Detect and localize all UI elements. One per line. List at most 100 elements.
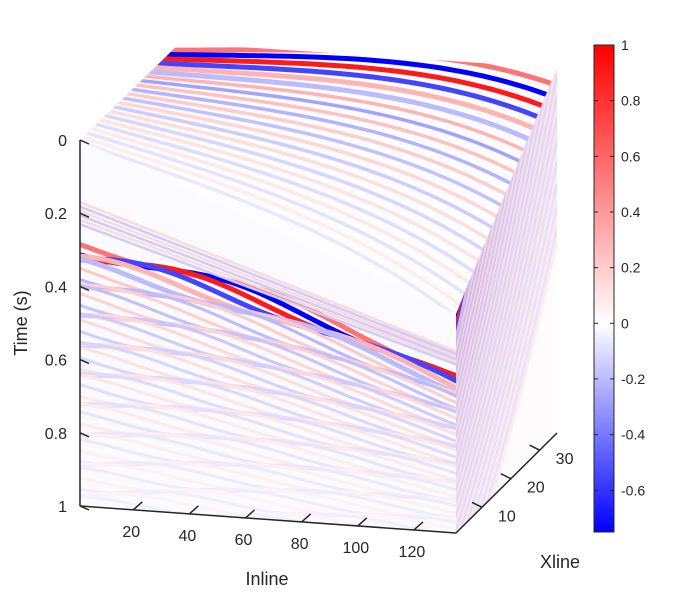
inline-tick-mark bbox=[357, 517, 368, 527]
side-wavefront bbox=[456, 68, 557, 500]
side-wavefront bbox=[456, 68, 557, 434]
inline-axis: 20 40 60 80 100 120 bbox=[79, 501, 457, 561]
top-wavefront bbox=[143, 74, 526, 152]
top-wavefront bbox=[112, 105, 494, 229]
xline-tick-mark bbox=[471, 501, 483, 508]
time-tick-label: 0.2 bbox=[45, 206, 67, 223]
xline-tick-label: 20 bbox=[527, 480, 545, 497]
side-wavefront bbox=[456, 68, 557, 447]
top-wavefront bbox=[85, 131, 467, 296]
front-flat-reflector bbox=[80, 200, 456, 353]
top-wavefront bbox=[80, 135, 462, 307]
top-wavefront bbox=[103, 113, 485, 252]
colorbar-tick-label: 0.2 bbox=[621, 260, 641, 276]
side-wavefront bbox=[456, 117, 557, 533]
inline-tick-mark bbox=[301, 513, 312, 523]
side-wavefront bbox=[456, 68, 557, 421]
top-wavefront bbox=[125, 91, 508, 196]
time-tick-label: 0.4 bbox=[45, 279, 67, 296]
side-wavefront bbox=[456, 227, 557, 533]
time-tick-label: 1 bbox=[58, 499, 67, 516]
front-flat-reflector bbox=[80, 214, 456, 361]
side-wavefront bbox=[456, 95, 557, 520]
inline-tick-label: 20 bbox=[122, 524, 140, 541]
xline-tick-mark bbox=[500, 473, 512, 480]
top-wavefront bbox=[94, 122, 476, 274]
top-wavefront bbox=[107, 109, 489, 241]
top-wavefront bbox=[152, 65, 535, 131]
colorbar-tick-label: -0.4 bbox=[621, 427, 645, 443]
front-flat-reflector bbox=[80, 209, 456, 358]
time-tick-mark bbox=[79, 358, 90, 365]
side-wavefront bbox=[456, 68, 557, 415]
time-tick-label: 0 bbox=[58, 133, 67, 150]
side-wavefront bbox=[456, 172, 557, 533]
top-wavefront bbox=[165, 51, 549, 97]
front-wavefront bbox=[80, 380, 456, 467]
top-wavefront bbox=[147, 69, 531, 142]
inline-tick-label: 40 bbox=[179, 528, 197, 545]
colorbar-bar bbox=[593, 44, 615, 533]
top-wavefront bbox=[156, 60, 540, 119]
inline-axis-line bbox=[79, 505, 457, 534]
front-wavefront bbox=[80, 489, 456, 524]
front-wavefront bbox=[80, 264, 456, 396]
side-wavefront bbox=[456, 150, 557, 533]
time-tick-mark bbox=[79, 285, 90, 292]
time-tick-mark bbox=[79, 432, 90, 438]
side-wavefront bbox=[456, 68, 557, 480]
top-wavefront bbox=[139, 78, 521, 163]
top-wavefront bbox=[80, 139, 458, 314]
time-tick-label: 0.6 bbox=[45, 353, 67, 370]
side-wavefront bbox=[456, 205, 557, 533]
front-flat-reflector bbox=[80, 218, 456, 363]
side-wavefront bbox=[456, 84, 557, 513]
side-wavefront bbox=[456, 216, 557, 533]
inline-tick-mark bbox=[132, 501, 143, 511]
side-wavefront bbox=[456, 68, 557, 487]
inline-tick-label: 100 bbox=[342, 540, 369, 557]
time-tick-mark bbox=[79, 139, 90, 145]
side-wavefront bbox=[456, 161, 557, 533]
colorbar-tick-label: 0.6 bbox=[621, 148, 641, 164]
colorbar-tick-label: 0 bbox=[621, 315, 629, 331]
front-flat-reflector bbox=[80, 205, 456, 356]
xline-axis: 10 20 30 bbox=[455, 432, 574, 534]
side-wavefront bbox=[456, 238, 557, 533]
inline-axis-label: Inline bbox=[245, 569, 288, 589]
xline-axis-label: Xline bbox=[540, 552, 580, 572]
colorbar-tick-label: 1 bbox=[621, 37, 629, 53]
side-wavefront bbox=[456, 68, 557, 493]
front-wavefront bbox=[80, 255, 456, 384]
front-wavefront bbox=[80, 289, 456, 413]
time-tick-mark bbox=[79, 212, 90, 218]
xline-tick-label: 30 bbox=[556, 451, 574, 468]
inline-tick-mark bbox=[413, 521, 424, 531]
front-wavefront bbox=[80, 474, 456, 522]
top-wavefront bbox=[121, 96, 503, 207]
xline-tick-mark bbox=[529, 444, 541, 451]
top-wavefront bbox=[116, 100, 498, 218]
side-wavefront bbox=[456, 106, 557, 526]
side-wavefront bbox=[456, 68, 557, 441]
xline-tick-label: 10 bbox=[498, 508, 516, 525]
inline-tick-mark bbox=[188, 505, 199, 515]
inline-tick-label: 80 bbox=[291, 536, 309, 553]
side-wavefront bbox=[456, 68, 557, 428]
front-wavefront bbox=[80, 461, 456, 508]
time-axis-label: Time (s) bbox=[11, 290, 31, 355]
inline-tick-label: 120 bbox=[399, 544, 426, 561]
top-wavefront bbox=[89, 126, 471, 285]
side-wavefront bbox=[456, 73, 557, 506]
colorbar-ticks: 1 0.8 0.6 0.4 0.2 0 -0.2 -0.4 -0.6 bbox=[594, 37, 645, 498]
colorbar-tick-label: -0.2 bbox=[621, 371, 645, 387]
colorbar-tick-label: -0.6 bbox=[621, 482, 645, 498]
front-wavefront bbox=[80, 285, 456, 398]
colorbar: 1 0.8 0.6 0.4 0.2 0 -0.2 -0.4 -0.6 bbox=[593, 37, 645, 533]
top-wavefront bbox=[161, 56, 545, 108]
time-tick-label: 0.8 bbox=[45, 426, 67, 443]
inline-tick-label: 60 bbox=[235, 532, 253, 549]
colorbar-tick-label: 0.4 bbox=[621, 204, 641, 220]
cube-faces bbox=[80, 43, 557, 533]
